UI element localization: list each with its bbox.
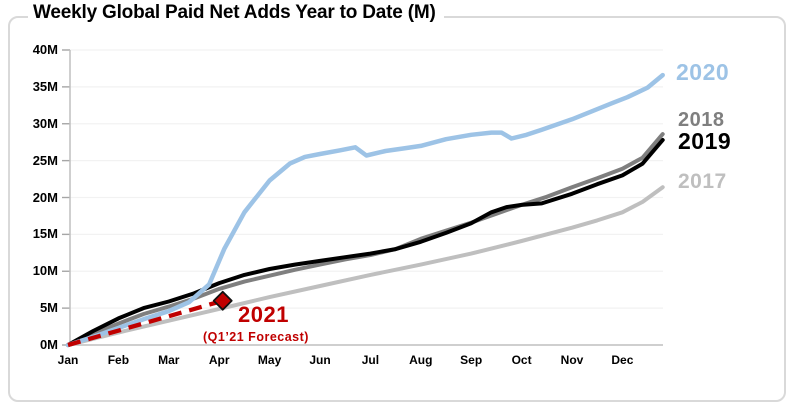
forecast-dashed-line [67, 298, 224, 348]
x-axis-month-label: Apr [208, 353, 230, 367]
series-line-2017 [66, 185, 665, 347]
y-axis-tick-label: 5M [39, 300, 58, 316]
series-label-2019: 2019 [678, 128, 732, 154]
x-axis-month-label: Jun [309, 353, 331, 367]
x-axis-month-label: Sep [460, 353, 483, 367]
series-line-2019 [66, 138, 665, 347]
chart-title: Weekly Global Paid Net Adds Year to Date… [28, 2, 444, 24]
x-axis-month-label: Jan [57, 353, 79, 367]
y-axis-tick-label: 40M [32, 42, 58, 57]
x-axis-month-label: Dec [611, 353, 634, 367]
forecast-label-2021: 2021 [238, 302, 289, 327]
x-axis-month-label: Nov [560, 353, 584, 367]
x-axis-month-label: Oct [511, 353, 532, 367]
series-label-2017: 2017 [678, 170, 727, 193]
y-axis-tick-label: 0M [39, 337, 58, 352]
y-axis-tick-label: 30M [32, 115, 58, 131]
x-axis-month-label: May [257, 353, 282, 367]
x-axis-month-label: Mar [158, 353, 180, 367]
x-axis-month-label: Jul [361, 353, 380, 367]
series-label-2020: 2020 [676, 59, 730, 85]
series-line-2020 [65, 72, 665, 348]
x-axis-month-label: Feb [107, 353, 130, 367]
y-axis-tick-label: 10M [32, 263, 58, 279]
y-axis-tick-label: 20M [32, 189, 58, 205]
y-axis-tick-label: 35M [32, 78, 58, 94]
forecast-diamond-marker [212, 290, 233, 311]
y-axis-tick-label: 25M [32, 152, 58, 168]
x-axis-month-label: Aug [409, 353, 433, 367]
series-label-2018: 2018 [678, 109, 725, 131]
y-axis-tick-label: 15M [32, 226, 58, 242]
forecast-note: (Q1’21 Forecast) [203, 330, 309, 344]
